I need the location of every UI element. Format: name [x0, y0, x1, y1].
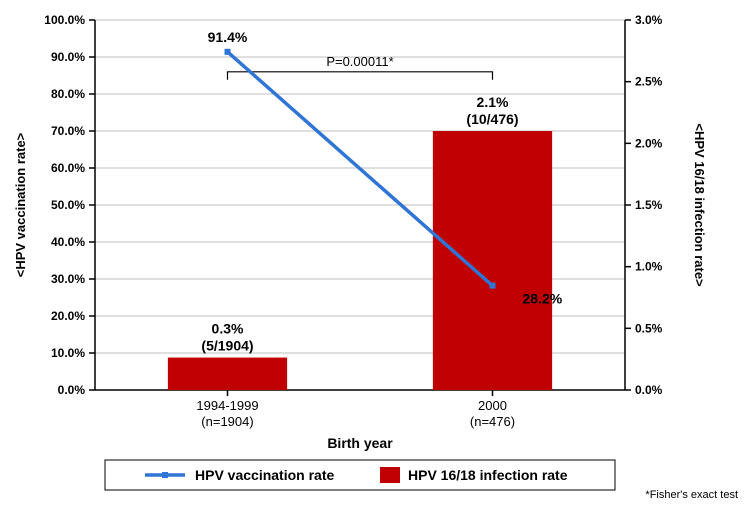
svg-text:2.1%: 2.1%	[477, 94, 509, 110]
svg-text:(n=1904): (n=1904)	[201, 414, 253, 429]
svg-text:0.5%: 0.5%	[635, 321, 663, 335]
svg-text:Birth year: Birth year	[327, 435, 393, 451]
svg-text:50.0%: 50.0%	[51, 198, 85, 212]
svg-text:<HPV vaccination rate>: <HPV vaccination rate>	[13, 132, 28, 277]
svg-text:HPV vaccination rate: HPV vaccination rate	[195, 467, 334, 483]
svg-text:80.0%: 80.0%	[51, 87, 85, 101]
svg-text:(n=476): (n=476)	[470, 414, 515, 429]
svg-text:0.0%: 0.0%	[58, 383, 86, 397]
svg-text:90.0%: 90.0%	[51, 50, 85, 64]
svg-text:40.0%: 40.0%	[51, 235, 85, 249]
svg-text:10.0%: 10.0%	[51, 346, 85, 360]
svg-text:2.5%: 2.5%	[635, 75, 663, 89]
svg-text:91.4%: 91.4%	[208, 29, 248, 45]
svg-text:28.2%: 28.2%	[523, 291, 563, 307]
chart-container: 0.0% 10.0% 20.0% 30.0% 40.0% 50.0% 60.0% 70.0% 8…	[0, 0, 746, 510]
svg-text:P=0.00011*: P=0.00011*	[326, 54, 393, 69]
svg-text:70.0%: 70.0%	[51, 124, 85, 138]
bar	[433, 131, 552, 390]
bar	[168, 358, 287, 390]
svg-text:2.0%: 2.0%	[635, 136, 663, 150]
svg-text:(5/1904): (5/1904)	[201, 338, 253, 354]
svg-text:1994-1999: 1994-1999	[196, 398, 258, 413]
chart-svg: 0.0% 10.0% 20.0% 30.0% 40.0% 50.0% 60.0% 70.0% 8…	[0, 0, 746, 510]
svg-text:*Fisher's exact test: *Fisher's exact test	[645, 489, 738, 501]
svg-text:30.0%: 30.0%	[51, 272, 85, 286]
svg-text:0.3%: 0.3%	[212, 321, 244, 337]
svg-text:20.0%: 20.0%	[51, 309, 85, 323]
svg-text:HPV 16/18 infection rate: HPV 16/18 infection rate	[408, 467, 568, 483]
svg-text:1.0%: 1.0%	[635, 260, 663, 274]
svg-text:3.0%: 3.0%	[635, 13, 663, 27]
svg-text:<HPV 16/18 infection rate>: <HPV 16/18 infection rate>	[692, 123, 707, 287]
svg-text:60.0%: 60.0%	[51, 161, 85, 175]
svg-text:100.0%: 100.0%	[44, 13, 85, 27]
svg-text:(10/476): (10/476)	[466, 111, 518, 127]
svg-text:1.5%: 1.5%	[635, 198, 663, 212]
svg-text:2000: 2000	[478, 398, 507, 413]
svg-text:0.0%: 0.0%	[635, 383, 663, 397]
